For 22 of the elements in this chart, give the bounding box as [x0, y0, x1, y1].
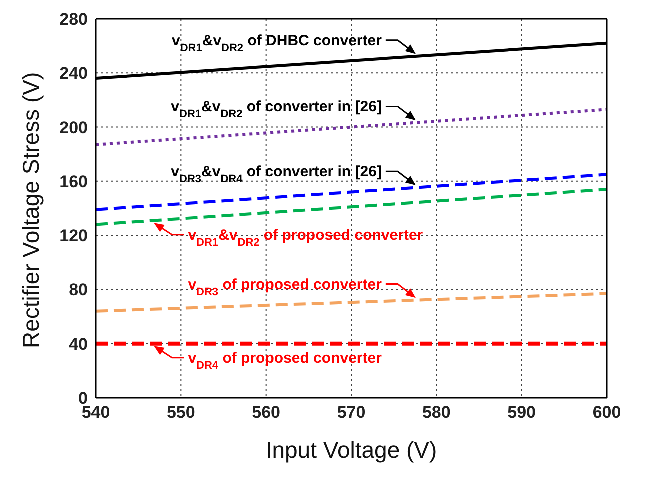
x-tick-label: 540: [82, 403, 110, 422]
y-axis-title: Rectifier Voltage Stress (V): [18, 72, 44, 348]
y-tick-label: 40: [69, 334, 88, 354]
x-tick-label: 570: [337, 403, 366, 422]
y-tick-label: 280: [60, 10, 88, 30]
x-tick-label: 550: [166, 403, 196, 422]
x-tick-label: 600: [592, 403, 622, 422]
annotation: v$_{DR1}$&v$_{DR2}$ of proposed converter: [188, 226, 424, 249]
annotation: v$_{DR1}$&v$_{DR2}$ of converter in [26]: [171, 98, 382, 121]
y-tick-label: 160: [60, 172, 88, 192]
x-axis-title: Input Voltage (V): [266, 437, 438, 463]
annotation: v$_{DR4}$ of proposed converter: [188, 350, 382, 372]
annotation: v$_{DR3}$ of proposed converter: [188, 276, 382, 298]
x-tick-label: 560: [252, 403, 281, 422]
y-tick-label: 200: [60, 118, 88, 138]
x-tick-label: 590: [508, 403, 536, 422]
y-tick-label: 80: [69, 280, 88, 300]
annotation: v$_{DR3}$&v$_{DR4}$ of converter in [26]: [171, 164, 382, 186]
y-tick-label: 120: [60, 226, 88, 246]
x-tick-label: 580: [422, 403, 451, 422]
y-tick-label: 240: [60, 64, 88, 84]
annotation: v$_{DR1}$&v$_{DR2}$ of DHBC converter: [172, 32, 382, 54]
